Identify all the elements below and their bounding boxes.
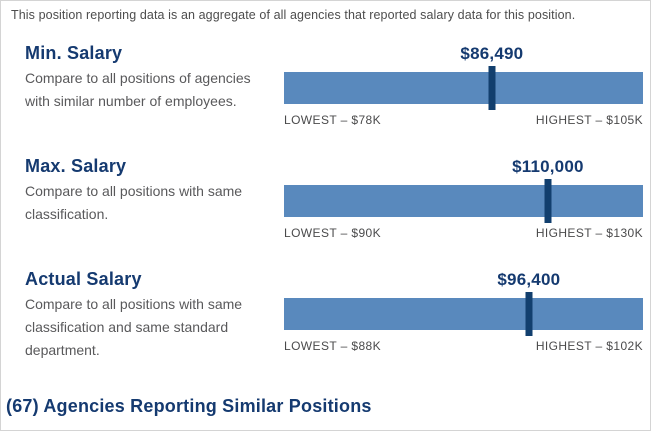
- range-labels: LOWEST – $78K HIGHEST – $105K: [284, 113, 643, 127]
- section-actual-salary: Actual Salary Compare to all positions w…: [1, 269, 650, 381]
- actual-salary-range-chart: $96,400 LOWEST – $88K HIGHEST – $102K: [284, 269, 643, 381]
- highest-label: HIGHEST – $130K: [535, 226, 643, 240]
- aggregate-note: This position reporting data is an aggre…: [11, 8, 576, 22]
- section-title: Actual Salary: [25, 269, 142, 289]
- highest-label: HIGHEST – $105K: [535, 113, 643, 127]
- section-title: Max. Salary: [25, 156, 127, 176]
- range-labels: LOWEST – $88K HIGHEST – $102K: [284, 339, 643, 353]
- lowest-label: LOWEST – $90K: [284, 226, 382, 240]
- salary-marker: [544, 179, 552, 223]
- salary-range-bar: [284, 72, 643, 104]
- salary-range-bar: [284, 185, 643, 217]
- section-title: Min. Salary: [25, 43, 123, 63]
- section-description: Compare to all positions with same class…: [25, 183, 243, 222]
- section-description: Compare to all positions of agencies wit…: [25, 70, 251, 109]
- section-description: Compare to all positions with same class…: [25, 296, 243, 358]
- salary-value-label: $110,000: [512, 157, 584, 176]
- highest-label: HIGHEST – $102K: [535, 339, 643, 353]
- lowest-label: LOWEST – $88K: [284, 339, 382, 353]
- salary-marker: [488, 66, 496, 110]
- salary-range-bar: [284, 298, 643, 330]
- lowest-label: LOWEST – $78K: [284, 113, 382, 127]
- max-salary-range-chart: $110,000 LOWEST – $90K HIGHEST – $130K: [284, 156, 643, 268]
- agencies-reporting-heading: (67) Agencies Reporting Similar Position…: [6, 396, 372, 416]
- section-max-salary: Max. Salary Compare to all positions wit…: [1, 156, 650, 268]
- salary-value-label: $96,400: [497, 270, 561, 289]
- section-min-salary: Min. Salary Compare to all positions of …: [1, 43, 650, 155]
- min-salary-range-chart: $86,490 LOWEST – $78K HIGHEST – $105K: [284, 43, 643, 155]
- range-labels: LOWEST – $90K HIGHEST – $130K: [284, 226, 643, 240]
- salary-marker: [525, 292, 533, 336]
- salary-value-label: $86,490: [460, 44, 524, 63]
